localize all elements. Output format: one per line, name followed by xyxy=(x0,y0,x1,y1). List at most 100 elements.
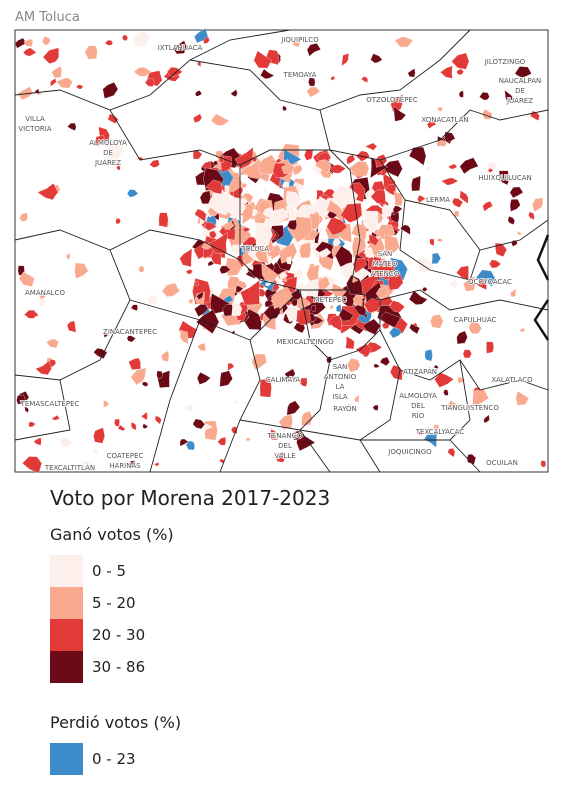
label-line: MEXICALTZINGO xyxy=(276,338,334,346)
municipality-label: TEXCALYACAC xyxy=(415,428,465,436)
urban-patch xyxy=(433,424,440,431)
urban-patch xyxy=(379,356,390,366)
urban-patch xyxy=(205,179,223,195)
label-line: JILOTZINGO xyxy=(484,58,526,66)
urban-patch xyxy=(453,210,460,217)
urban-patch xyxy=(17,86,34,101)
urban-patch xyxy=(185,440,195,451)
urban-patch xyxy=(509,186,524,199)
urban-patch xyxy=(472,388,490,408)
label-line: JIQUIPILCO xyxy=(280,36,319,44)
urban-patch xyxy=(387,259,397,269)
urban-patch xyxy=(75,84,84,90)
urban-patch xyxy=(66,252,71,260)
label-line: COATEPEC xyxy=(107,452,144,460)
urban-patch xyxy=(393,205,403,216)
label-line: TIANGUISTENCO xyxy=(440,404,499,412)
urban-patch xyxy=(370,256,396,281)
label-line: DE xyxy=(103,149,113,157)
urban-patch xyxy=(161,282,180,297)
urban-patch xyxy=(444,131,456,143)
urban-areas xyxy=(14,27,547,474)
legend-swatch xyxy=(50,555,83,587)
urban-patch xyxy=(272,283,280,292)
urban-patch xyxy=(463,276,476,292)
legend-label: 20 - 30 xyxy=(92,626,145,644)
urban-patch xyxy=(201,223,206,227)
urban-patch xyxy=(194,304,209,318)
urban-patch xyxy=(84,45,98,60)
municipality-label: IXTLAHUACA xyxy=(158,44,203,52)
urban-patch xyxy=(451,197,464,208)
label-line: CAPULHUAC xyxy=(454,316,497,324)
urban-patch xyxy=(309,321,315,326)
label-line: NAUCALPAN xyxy=(499,77,542,85)
urban-patch xyxy=(317,227,324,233)
municipality-label: OCOYOACAC xyxy=(468,278,512,286)
urban-patch xyxy=(389,300,405,313)
urban-patch xyxy=(341,53,349,67)
label-line: OCOYOACAC xyxy=(468,278,512,286)
urban-patch xyxy=(330,75,336,81)
urban-patch xyxy=(28,421,36,428)
urban-patch xyxy=(235,285,244,294)
label-line: VALLE xyxy=(274,452,295,460)
urban-patch xyxy=(204,423,213,432)
urban-patch xyxy=(433,364,439,369)
urban-patch xyxy=(495,242,507,257)
urban-patch xyxy=(294,269,304,280)
label-line: ALMOLOYA xyxy=(89,139,127,147)
urban-patch xyxy=(172,40,188,55)
urban-patch xyxy=(246,437,251,442)
municipality-label: CALIMAYA xyxy=(266,376,301,384)
urban-patch xyxy=(327,211,338,219)
urban-patch xyxy=(443,389,449,396)
municipality-labels: IXTLAHUACA JIQUIPILCO TEMOAYA OTZOLOTEPEC XO… xyxy=(18,35,542,473)
urban-patch xyxy=(447,448,456,458)
urban-patch xyxy=(408,146,427,166)
urban-patch xyxy=(149,159,160,168)
state-boundary xyxy=(533,234,550,341)
urban-patch xyxy=(483,414,490,424)
urban-patch xyxy=(459,190,469,204)
urban-patch xyxy=(23,38,34,47)
urban-patch xyxy=(93,348,108,359)
urban-patch xyxy=(180,329,189,345)
urban-patch xyxy=(364,142,378,151)
urban-patch xyxy=(102,82,119,99)
label-line: SAN xyxy=(333,363,348,371)
urban-patch xyxy=(95,135,106,147)
urban-patch xyxy=(128,357,141,370)
label-line: SAN xyxy=(378,250,393,258)
label-line: ATENCO xyxy=(371,270,400,278)
urban-patch xyxy=(355,150,370,162)
label-line: ATIZAPÁN xyxy=(403,367,437,376)
urban-patch xyxy=(80,460,96,471)
label-line: OTZOLOTEPEC xyxy=(366,96,418,104)
label-line: TEXCALYACAC xyxy=(415,428,465,436)
municipality-label: JIQUIPILCO xyxy=(280,36,319,44)
urban-patch xyxy=(390,212,400,224)
urban-patch xyxy=(251,353,267,371)
urban-patch xyxy=(282,105,287,111)
label-line: TENANGO xyxy=(267,432,303,440)
urban-patch xyxy=(362,210,379,231)
urban-patch xyxy=(147,294,158,306)
municipality-label: JOQUICINGO xyxy=(387,448,432,456)
urban-patch xyxy=(364,247,374,259)
urban-patch xyxy=(528,211,535,220)
label-line: XONACATLÁN xyxy=(421,115,468,124)
urban-patch xyxy=(188,298,194,304)
municipality-label: ALMOLOYA DEL RÍO xyxy=(399,392,437,420)
label-line: TOLUCA xyxy=(240,245,269,253)
urban-patch xyxy=(19,212,28,222)
municipality-label: TEMASCALTEPEC xyxy=(20,400,80,408)
urban-patch xyxy=(440,177,459,186)
urban-patch xyxy=(418,429,423,436)
municipality-label: XALATLACO xyxy=(491,376,533,384)
urban-patch xyxy=(262,207,275,218)
urban-patch xyxy=(14,37,27,49)
urban-patch xyxy=(231,302,243,316)
urban-patch xyxy=(504,89,514,102)
urban-patch xyxy=(74,262,89,279)
